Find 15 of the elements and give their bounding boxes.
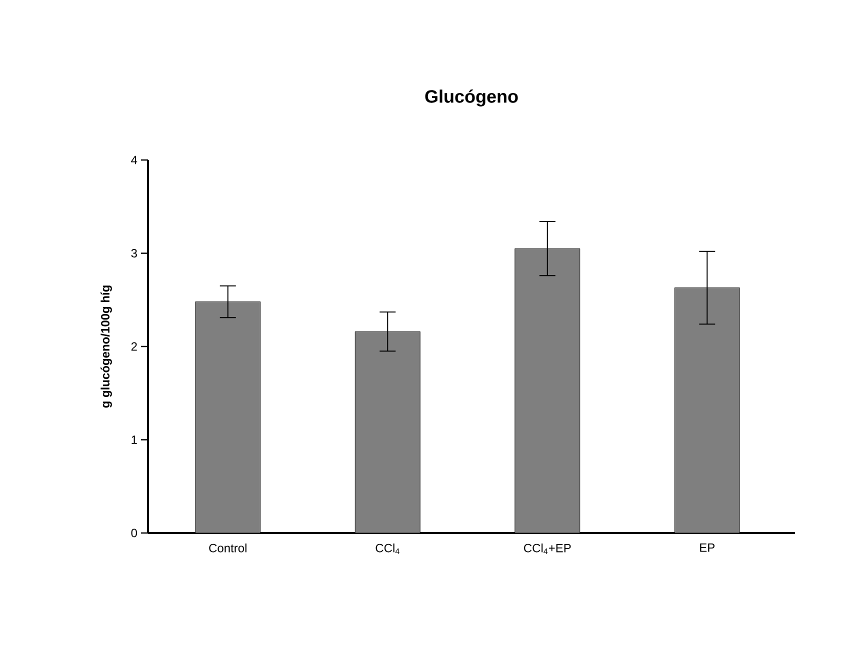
- y-tick-label: 2: [131, 342, 137, 351]
- chart-title: Glucógeno: [425, 89, 518, 106]
- y-tick-label: 3: [131, 248, 137, 258]
- bar: [195, 302, 261, 533]
- bar: [514, 248, 580, 533]
- x-tick-label: CCl$_{4}$+EP: [524, 544, 571, 554]
- x-tick-label: CCl$_{4}$: [376, 544, 400, 554]
- y-axis-title: g glucógeno/100g híg: [100, 286, 112, 408]
- y-tick-label: 4: [131, 156, 138, 164]
- x-tick-label: Control: [209, 544, 246, 552]
- y-tick-label: 0: [131, 528, 138, 538]
- x-tick-label: EP: [700, 544, 715, 552]
- bar: [354, 331, 420, 533]
- bar: [674, 288, 740, 533]
- y-tick-label: 1: [132, 436, 137, 444]
